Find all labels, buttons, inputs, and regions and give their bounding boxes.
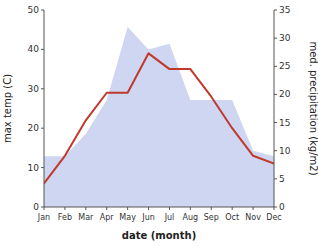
x-tick [148, 207, 149, 210]
x-tick-label: Oct [225, 213, 239, 222]
y-tick [41, 88, 44, 89]
y2-tick-label: 30 [279, 33, 291, 43]
x-tick [169, 207, 170, 210]
y2-axis-label: med. precipitation (kg/m2) [308, 41, 318, 175]
y-axis [44, 10, 45, 207]
y-tick-label: 40 [28, 44, 40, 54]
x-tick-label: Mar [78, 213, 94, 222]
x-tick [106, 207, 107, 210]
x-axis [44, 207, 274, 208]
x-tick-label: Aug [183, 213, 199, 222]
x-tick-label: Jul [164, 213, 175, 222]
y2-tick-label: 5 [279, 174, 285, 184]
x-tick [211, 207, 212, 210]
precipitation-area [44, 27, 274, 207]
y2-tick [274, 150, 277, 151]
x-tick [190, 207, 191, 210]
x-tick-label: Jun [141, 213, 155, 222]
y-tick-label: 30 [28, 84, 40, 94]
y-axis-label: max temp (C) [2, 74, 13, 143]
x-tick-label: Feb [58, 213, 72, 222]
x-tick-label: Sep [204, 213, 219, 222]
temperature-line [44, 53, 274, 183]
y2-tick-label: 10 [279, 146, 291, 156]
y2-tick-label: 15 [279, 118, 290, 128]
y2-tick [274, 122, 277, 123]
y2-tick [274, 94, 277, 95]
x-tick [85, 207, 86, 210]
x-tick [232, 207, 233, 210]
y-tick-label: 20 [28, 123, 40, 133]
y2-tick [274, 10, 277, 11]
y2-tick-label: 20 [279, 89, 291, 99]
x-tick [253, 207, 254, 210]
x-tick-label: Apr [100, 213, 115, 222]
y2-axis [274, 10, 275, 207]
y2-tick-label: 25 [279, 61, 290, 71]
x-tick-label: May [119, 213, 136, 222]
y-tick [41, 10, 44, 11]
y2-tick-label: 35 [279, 5, 290, 15]
y2-tick [274, 66, 277, 67]
x-tick [127, 207, 128, 210]
y-tick-label: 0 [33, 202, 39, 212]
x-tick-label: Jan [37, 213, 50, 222]
y2-tick-label: 0 [279, 202, 285, 212]
y2-tick [274, 207, 277, 208]
plot-area [44, 27, 274, 207]
x-tick-label: Nov [245, 213, 261, 222]
y-tick [41, 207, 44, 208]
x-tick-label: Dec [266, 213, 281, 222]
y-tick [41, 167, 44, 168]
y2-tick [274, 38, 277, 39]
y-tick-label: 50 [28, 5, 40, 15]
chart: JanFebMarAprMayJunJulAugSepOctNovDec0102… [0, 0, 318, 247]
y-tick [41, 128, 44, 129]
y-tick-label: 10 [28, 163, 40, 173]
y2-tick [274, 178, 277, 179]
x-axis-label: date (month) [122, 230, 196, 241]
x-tick [64, 207, 65, 210]
y-tick [41, 49, 44, 50]
